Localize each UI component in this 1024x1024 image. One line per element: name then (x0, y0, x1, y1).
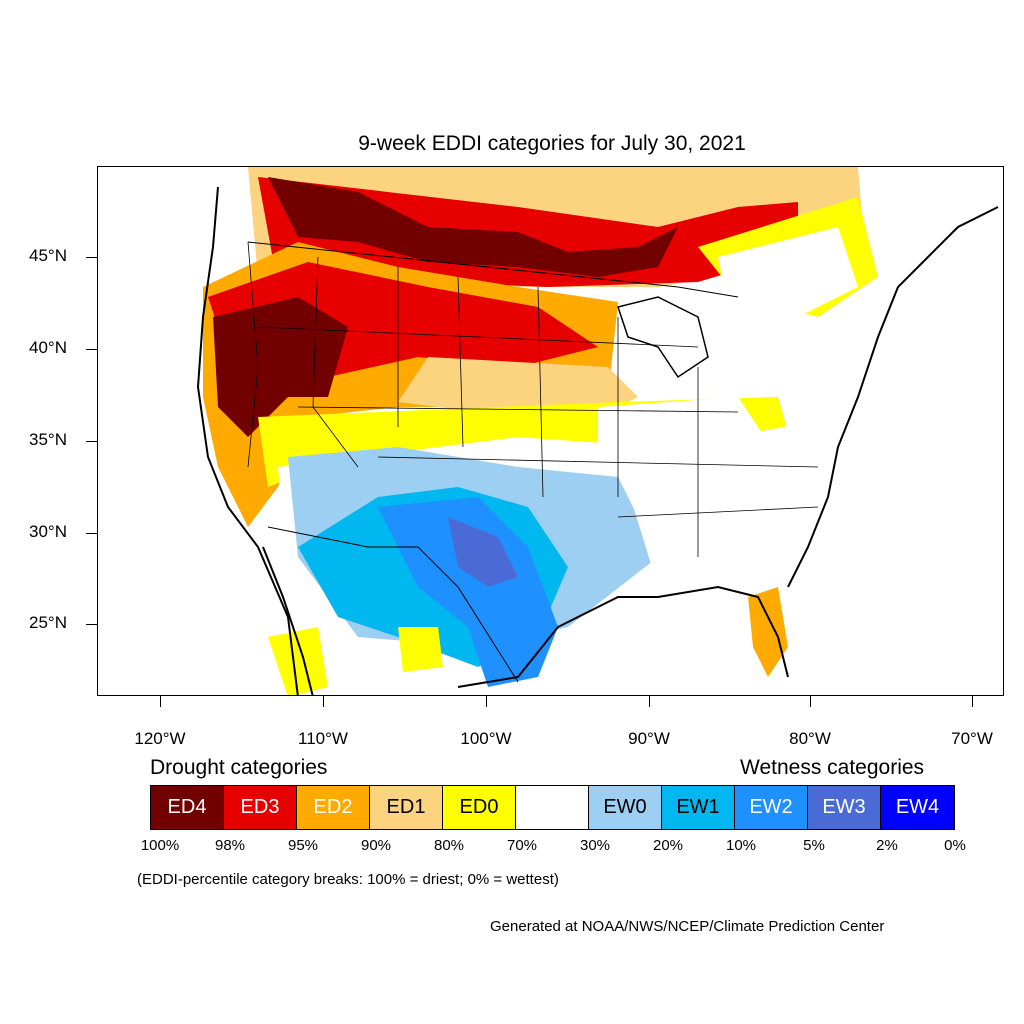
region-north-ed3 (258, 177, 798, 287)
pct-label: 10% (725, 837, 757, 854)
eddi-map (97, 166, 1004, 696)
x-label-70w: 70°W (951, 729, 993, 748)
coastline-east (787, 206, 999, 588)
pct-label: 98% (214, 837, 246, 854)
credit-line: Generated at NOAA/NWS/NCEP/Climate Predi… (490, 918, 885, 935)
legend-ew1: EW1 (662, 786, 735, 829)
pct-label: 100% (140, 837, 180, 854)
x-tick (160, 696, 161, 707)
x-tick (323, 696, 324, 707)
y-label-40n: 40°N (29, 338, 67, 357)
legend-ed0: ED0 (443, 786, 516, 829)
category-note: (EDDI-percentile category breaks: 100% =… (137, 871, 559, 888)
x-label-100w: 100°W (460, 729, 512, 748)
legend-ed4: ED4 (151, 786, 224, 829)
region-florida-ed2 (748, 587, 788, 677)
pct-label: 30% (579, 837, 611, 854)
legend-ew3: EW3 (808, 786, 881, 829)
region-texas-ew3 (448, 517, 518, 587)
legend-ew0: EW0 (589, 786, 662, 829)
border-mexico (267, 526, 519, 683)
x-tick (972, 696, 973, 707)
y-tick (86, 349, 97, 350)
pct-label: 95% (287, 837, 319, 854)
pct-label: 90% (360, 837, 392, 854)
legend-ed3: ED3 (224, 786, 297, 829)
pct-label: 70% (506, 837, 538, 854)
region-southeast-white (618, 417, 898, 587)
y-label-30n: 30°N (29, 522, 67, 541)
pct-label: 5% (803, 837, 825, 854)
pct-label: 2% (876, 837, 898, 854)
legend-ed1: ED1 (370, 786, 443, 829)
y-label-35n: 35°N (29, 430, 67, 449)
great-lakes (617, 296, 709, 379)
state-borders (247, 241, 819, 557)
legend-neutral (516, 786, 589, 829)
coastline-gulf (457, 585, 789, 688)
region-north-ed4 (268, 177, 678, 277)
y-label-45n: 45°N (29, 246, 67, 265)
region-mexico-ed0 (268, 627, 328, 695)
border-canada (247, 241, 739, 298)
legend-ew4: EW4 (881, 786, 954, 829)
category-legend: ED4 ED3 ED2 ED1 ED0 EW0 EW1 EW2 EW3 EW4 (150, 785, 955, 830)
pct-label: 20% (652, 837, 684, 854)
drought-heading: Drought categories (150, 756, 328, 779)
region-plains-ed1 (398, 357, 638, 417)
x-tick (649, 696, 650, 707)
y-label-25n: 25°N (29, 613, 67, 632)
region-texas-ew2 (378, 497, 558, 687)
pct-label: 0% (944, 837, 966, 854)
x-label-80w: 80°W (789, 729, 831, 748)
eddi-map-canvas (196, 167, 999, 695)
pct-label: 80% (433, 837, 465, 854)
x-label-120w: 120°W (134, 729, 186, 748)
region-northeast-white (718, 227, 858, 317)
y-tick (86, 533, 97, 534)
y-tick (86, 441, 97, 442)
y-tick (86, 624, 97, 625)
region-mexico-ed0b (398, 627, 443, 672)
legend-ew2: EW2 (735, 786, 808, 829)
wetness-heading: Wetness categories (740, 756, 925, 779)
y-tick (86, 257, 97, 258)
region-northwest-ed4 (213, 297, 348, 437)
x-label-110w: 110°W (298, 729, 348, 748)
coastline-baja (262, 546, 314, 695)
coastline-west (196, 186, 299, 695)
x-tick (486, 696, 487, 707)
x-label-90w: 90°W (628, 729, 670, 748)
legend-ed2: ED2 (297, 786, 370, 829)
x-tick (810, 696, 811, 707)
map-title: 9-week EDDI categories for July 30, 2021 (358, 132, 746, 155)
